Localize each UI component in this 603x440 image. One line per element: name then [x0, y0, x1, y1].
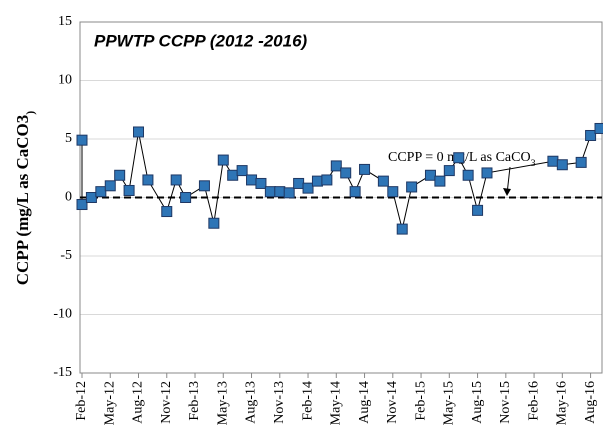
data-point [585, 129, 597, 141]
x-tick-label: Nov-13 [272, 381, 287, 424]
data-point [246, 174, 258, 186]
series-line [81, 128, 601, 230]
y-tick-label: -5 [60, 248, 72, 263]
data-point [283, 187, 295, 199]
x-tick-label: Aug-16 [583, 381, 598, 424]
x-tick-label: May-16 [555, 381, 570, 425]
data-point [264, 186, 276, 198]
data-point [453, 152, 465, 164]
data-point [274, 186, 286, 198]
data-point [95, 186, 107, 198]
x-tick-label: Feb-15 [413, 381, 428, 421]
data-point [104, 180, 116, 192]
data-point [481, 167, 493, 179]
x-tick-label: Aug-12 [131, 381, 146, 424]
x-tick-label: Nov-14 [385, 381, 400, 424]
data-point [133, 126, 145, 138]
x-tick-label: Feb-12 [74, 381, 89, 421]
x-tick-label: May-12 [102, 381, 117, 425]
data-point [180, 192, 192, 203]
y-tick-label: -10 [53, 307, 72, 322]
data-point [236, 165, 248, 177]
x-tick-label: Nov-12 [159, 381, 174, 424]
chart-title: PPWTP CCPP (2012 -2016) [94, 31, 308, 50]
data-point [472, 204, 484, 216]
data-point [114, 169, 126, 181]
y-tick-label: 0 [65, 190, 72, 205]
data-point [123, 184, 135, 196]
data-point [321, 174, 333, 186]
data-point [424, 169, 436, 181]
data-point [170, 174, 182, 186]
data-point [575, 156, 587, 168]
data-point [142, 174, 154, 186]
data-point [340, 167, 352, 179]
x-tick-label: Feb-13 [187, 381, 202, 421]
x-tick-label: Aug-13 [244, 381, 259, 424]
data-point [311, 175, 323, 187]
x-tick-label: May-13 [215, 381, 230, 425]
data-point [330, 160, 342, 172]
x-tick-label: Nov-15 [498, 381, 513, 424]
data-point [227, 169, 239, 181]
data-point [85, 192, 97, 203]
data-point [396, 223, 408, 235]
data-point [377, 175, 389, 187]
data-point [161, 206, 173, 218]
data-point [406, 181, 418, 193]
data-point [349, 186, 361, 198]
y-tick-label: 10 [58, 73, 72, 88]
x-tick-label: May-14 [329, 381, 344, 425]
data-point [76, 199, 88, 211]
x-tick-label: Feb-16 [526, 381, 541, 421]
data-point [462, 169, 474, 181]
y-axis-label: CCPP (mg/L as CaCO3) [13, 111, 37, 285]
data-point [302, 182, 314, 194]
x-tick-label: May-15 [442, 381, 457, 425]
data-point [217, 154, 229, 166]
data-point [443, 165, 455, 177]
x-tick-label: Aug-14 [357, 381, 372, 424]
y-tick-label: 5 [65, 131, 72, 146]
data-point [434, 175, 446, 187]
data-point [556, 159, 568, 171]
data-point [293, 177, 305, 189]
x-tick-label: Aug-15 [470, 381, 485, 424]
data-point [198, 180, 210, 192]
x-tick-label: Feb-14 [300, 381, 315, 421]
y-tick-label: 15 [58, 14, 72, 29]
y-tick-label: -15 [53, 365, 72, 380]
data-point [255, 177, 267, 189]
data-point [387, 186, 399, 198]
data-point [359, 163, 371, 175]
data-point [547, 155, 559, 167]
data-point [76, 134, 88, 146]
arrow-head [503, 188, 511, 196]
data-point [208, 217, 220, 229]
data-point [594, 122, 603, 134]
